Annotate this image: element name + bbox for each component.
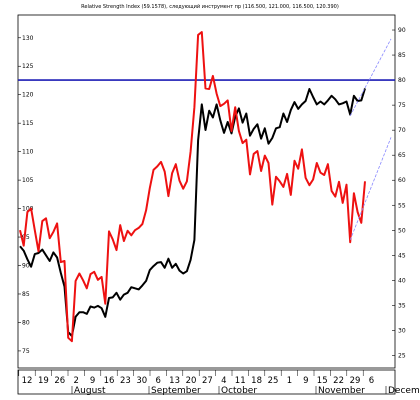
- left-tick-label: 80: [22, 319, 30, 326]
- date-axis: 12 19 26 2 9 16 23 30 6 13 20 27 4 11 18 25 1 9 15 22 29 6: [18, 370, 374, 386]
- left-tick-label: 95: [22, 234, 30, 241]
- month-axis: August September October November December: [71, 386, 420, 396]
- month-label: November: [318, 386, 365, 396]
- upper-trend-projection: [349, 38, 392, 116]
- series-layer: [19, 31, 392, 343]
- date-tick-label: 29: [350, 376, 361, 386]
- chart-title: Relative Strength Index (59.1578), следу…: [81, 3, 339, 10]
- date-tick-label: 9: [90, 376, 95, 386]
- date-tick-label: 16: [104, 376, 115, 386]
- right-tick-label: 70: [398, 127, 406, 134]
- left-tick-label: 110: [22, 149, 34, 156]
- right-axis: 25 30 35 40 45 50 55 60 65 70 75 80 85 90: [392, 27, 406, 359]
- left-axis: 75 80 85 90 95 100 105 110 115 120 125 130: [18, 35, 34, 355]
- left-tick-label: 125: [22, 63, 34, 70]
- date-tick-label: 6: [155, 376, 160, 386]
- right-tick-label: 25: [398, 352, 406, 359]
- date-tick-label: 18: [251, 376, 262, 386]
- date-tick-label: 12: [22, 376, 33, 386]
- date-tick-label: 25: [268, 376, 279, 386]
- right-tick-label: 90: [398, 27, 406, 34]
- right-tick-label: 65: [398, 152, 406, 159]
- left-tick-label: 120: [22, 92, 34, 99]
- date-tick-label: 13: [169, 376, 180, 386]
- right-tick-label: 85: [398, 52, 406, 59]
- left-tick-label: 105: [22, 177, 34, 184]
- month-label: December: [388, 386, 420, 396]
- right-tick-label: 75: [398, 102, 406, 109]
- plot-frame: [17, 14, 396, 369]
- black-series-line: [19, 88, 366, 338]
- left-tick-label: 130: [22, 35, 34, 42]
- date-tick-label: 15: [317, 376, 328, 386]
- date-tick-label: 6: [369, 376, 374, 386]
- right-tick-label: 35: [398, 302, 406, 309]
- month-label: September: [151, 386, 201, 396]
- red-series-line: [19, 31, 366, 343]
- date-tick-label: 20: [186, 376, 197, 386]
- right-tick-label: 55: [398, 202, 406, 209]
- right-tick-label: 80: [398, 77, 406, 84]
- date-tick-label: 11: [235, 376, 246, 386]
- left-tick-label: 75: [22, 348, 30, 355]
- date-tick-label: 23: [120, 376, 131, 386]
- left-tick-label: 115: [22, 120, 34, 127]
- right-tick-label: 50: [398, 227, 406, 234]
- right-tick-label: 40: [398, 277, 406, 284]
- left-tick-label: 85: [22, 291, 30, 298]
- date-tick-label: 26: [54, 376, 65, 386]
- right-tick-label: 45: [398, 252, 406, 259]
- date-tick-label: 22: [333, 376, 344, 386]
- left-tick-label: 100: [22, 206, 34, 213]
- date-tick-label: 27: [202, 376, 213, 386]
- date-tick-label: 2: [73, 376, 78, 386]
- month-label: October: [221, 386, 257, 396]
- right-tick-label: 60: [398, 177, 406, 184]
- date-tick-label: 4: [221, 376, 226, 386]
- right-tick-label: 30: [398, 327, 406, 334]
- lower-trend-projection: [349, 137, 392, 241]
- date-tick-label: 19: [38, 376, 49, 386]
- date-tick-label: 30: [136, 376, 147, 386]
- date-tick-label: 1: [287, 376, 292, 386]
- date-axis-frame: [17, 369, 396, 395]
- month-label: August: [74, 386, 106, 396]
- left-tick-label: 90: [22, 263, 30, 270]
- date-tick-label: 9: [303, 376, 308, 386]
